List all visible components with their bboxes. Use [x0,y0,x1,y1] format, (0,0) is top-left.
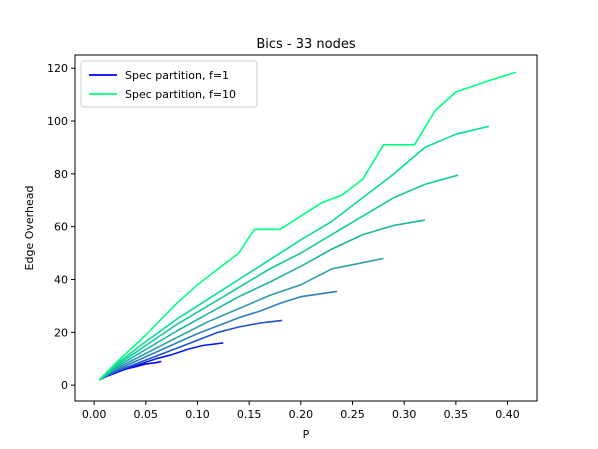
legend-label-2: Spec partition, f=10 [125,88,236,101]
legend-box [80,60,258,108]
y-tick-label: 80 [54,168,68,181]
legend: Spec partition, f=1 Spec partition, f=10 [80,60,258,108]
x-tick-label: 0.00 [82,408,107,421]
series-line-2 [98,342,224,381]
series-line-7 [98,174,459,381]
y-tick-label: 100 [47,115,68,128]
chart-title: Bics - 33 nodes [256,37,356,52]
series-line-9 [98,71,517,381]
y-tick-label: 40 [54,274,68,287]
x-tick-label: 0.25 [340,408,365,421]
series-line-5 [98,257,384,381]
y-tick-label: 120 [47,62,68,75]
series-line-6 [98,219,426,381]
x-tick-label: 0.20 [289,408,314,421]
x-tick-label: 0.10 [185,408,210,421]
plot-lines [98,71,517,381]
x-tick-label: 0.05 [134,408,159,421]
x-axis-label: P [303,428,310,441]
y-axis: 0 20 40 60 80 100 120 [47,62,75,392]
series-line-8 [98,125,490,381]
series-line-3 [98,319,283,381]
y-tick-label: 60 [54,221,68,234]
x-tick-label: 0.40 [495,408,520,421]
x-tick-label: 0.15 [237,408,262,421]
y-axis-label: Edge Overhead [23,186,36,271]
x-tick-label: 0.35 [444,408,469,421]
x-axis: 0.00 0.05 0.10 0.15 0.20 0.25 0.30 0.35 0.40 [82,401,520,421]
series-line-4 [98,290,338,381]
y-tick-label: 0 [61,379,68,392]
y-tick-label: 20 [54,326,68,339]
legend-label-1: Spec partition, f=1 [125,69,229,82]
x-tick-label: 0.30 [392,408,417,421]
plot-frame [74,54,538,402]
